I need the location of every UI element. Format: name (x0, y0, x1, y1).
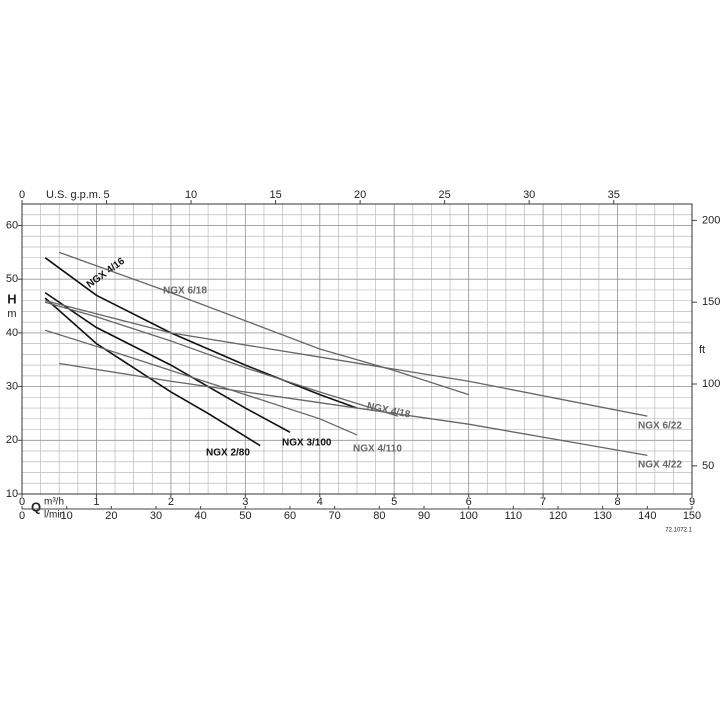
y-tick-label: 60 (6, 219, 18, 231)
x-lmin-tick-label: 60 (284, 510, 296, 522)
x-tick-label: 2 (168, 496, 174, 508)
x-lmin-tick-label: 110 (505, 510, 523, 522)
plot-frame (21, 203, 693, 495)
y2-tick-label: 150 (702, 296, 720, 308)
x-lmin-tick-label: 20 (105, 510, 117, 522)
y-tick-label: 40 (6, 327, 18, 339)
x-gpm-tick-label: 15 (269, 189, 281, 201)
x-gpm-tick-label: 10 (185, 189, 197, 201)
x-lmin-tick-label: 90 (418, 510, 430, 522)
x-tick-label: 9 (689, 496, 695, 508)
x-lmin-tick-label: 0 (19, 510, 25, 522)
y2-tick-label: 50 (702, 460, 714, 472)
y2-tick-label: 100 (702, 378, 720, 390)
curve-label: NGX 6/18 (163, 286, 207, 297)
x-lmin-tick-label: 120 (549, 510, 567, 522)
x-lmin-tick-label: 150 (683, 510, 701, 522)
x-lmin-tick-label: 50 (239, 510, 251, 522)
curve (59, 362, 648, 456)
y-tick-label: 50 (6, 273, 18, 285)
x-lmin-tick-label: 140 (638, 510, 656, 522)
x-gpm-tick-label: 35 (608, 189, 620, 201)
x-lmin-tick-label: 80 (373, 510, 385, 522)
y2-tick-label: 200 (702, 214, 720, 226)
x-lmin-tick-label: 130 (593, 510, 611, 522)
x-gpm-tick-label: 20 (354, 189, 366, 201)
y-label: H (7, 291, 16, 306)
curve-label: NGX 6/22 (638, 421, 682, 432)
curve-label: NGX 4/22 (638, 460, 682, 471)
y2-unit: ft (699, 344, 705, 356)
curve-label: NGX 4/110 (353, 444, 402, 455)
curve (44, 297, 261, 447)
curve (44, 257, 358, 409)
curve-label: NGX 3/100 (282, 438, 332, 449)
x-lmin-tick-label: 70 (329, 510, 341, 522)
curve (44, 301, 399, 417)
y-tick-label: 10 (6, 488, 18, 500)
x-gpm-tick-label: 5 (103, 189, 109, 201)
x-lmin-tick-label: 100 (459, 510, 477, 522)
x-lmin-unit: l/min (44, 510, 65, 521)
x-gpm-tick-label: 30 (523, 189, 535, 201)
x-tick-label: 4 (317, 496, 323, 508)
x-tick-label: 0 (19, 496, 25, 508)
x-tick-label: 8 (614, 496, 620, 508)
code: 72.1072.1 (665, 528, 692, 534)
y-tick-label: 30 (6, 380, 18, 392)
curve (44, 291, 291, 433)
x-tick-label: 5 (391, 496, 397, 508)
x-gpm-unit: U.S. g.p.m. (46, 189, 101, 201)
y-tick-label: 20 (6, 434, 18, 446)
x-label: Q (31, 499, 41, 514)
x-lmin-tick-label: 30 (150, 510, 162, 522)
x-gpm-tick-label: 25 (439, 189, 451, 201)
x-tick-label: 3 (242, 496, 248, 508)
curve (44, 329, 358, 436)
x-tick-label: 6 (466, 496, 472, 508)
curve-label: NGX 2/80 (206, 448, 250, 459)
x-unit: m³/h (44, 497, 64, 508)
x-tick-label: 1 (93, 496, 99, 508)
curve (44, 300, 648, 417)
x-lmin-tick-label: 40 (195, 510, 207, 522)
curve (59, 251, 469, 396)
x-gpm-tick-label: 0 (19, 189, 25, 201)
x-tick-label: 7 (540, 496, 546, 508)
y-unit: m (7, 308, 16, 320)
x-lmin-tick-label: 10 (61, 510, 73, 522)
